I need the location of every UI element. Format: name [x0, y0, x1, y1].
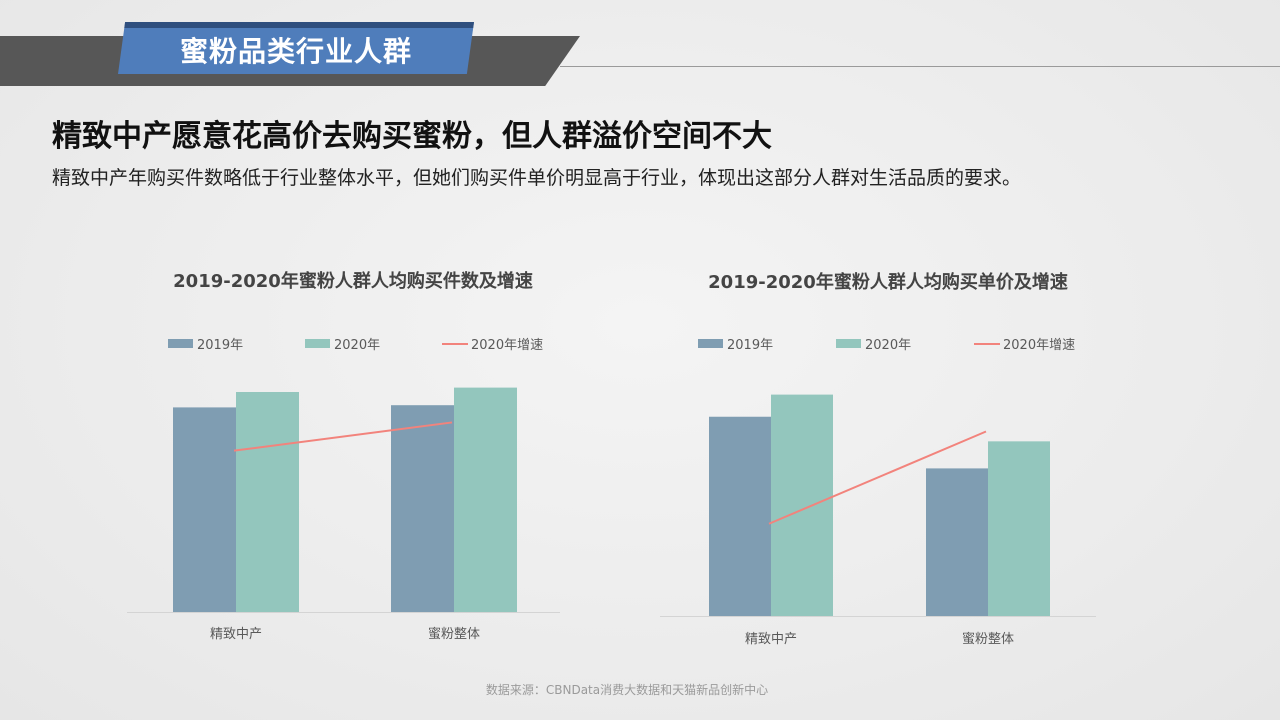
legend-swatch-2020 [836, 339, 861, 348]
legend-label: 2019年 [197, 338, 243, 353]
category-label: 精致中产 [210, 627, 262, 642]
source-note: 数据来源：CBNData消费大数据和天猫新品创新中心 [485, 683, 769, 697]
bar-2019-mifen-zhengti [391, 405, 454, 612]
chart-1-title: 2019-2020年蜜粉人群人均购买件数及增速 [173, 270, 533, 292]
header-rule [560, 66, 1280, 67]
chart-2-title: 2019-2020年蜜粉人群人均购买单价及增速 [708, 271, 1068, 293]
bar-2020-mifen-zhengti [454, 387, 517, 612]
category-label: 蜜粉整体 [428, 627, 480, 642]
legend-label: 2020年 [334, 338, 380, 353]
bar-2020-jingzhi-zhongchan [236, 392, 299, 612]
category-label: 精致中产 [745, 632, 797, 647]
legend-swatch-2020 [305, 339, 330, 348]
legend-swatch-2019 [698, 339, 723, 348]
legend-swatch-2019 [168, 339, 193, 348]
bar-2020-mifen-zhengti [988, 441, 1050, 616]
legend-label: 2019年 [727, 338, 773, 353]
bar-2019-mifen-zhengti [926, 468, 988, 616]
growth-line [768, 430, 987, 525]
headline: 精致中产愿意花高价去购买蜜粉，但人群溢价空间不大 [52, 119, 772, 154]
subline: 精致中产年购买件数略低于行业整体水平，但她们购买件单价明显高于行业，体现出这部分… [52, 167, 1022, 189]
legend-label: 2020年增速 [1003, 338, 1075, 353]
category-label: 蜜粉整体 [962, 632, 1014, 647]
bar-2019-jingzhi-zhongchan [173, 407, 236, 612]
legend-label: 2020年 [865, 338, 911, 353]
bar-2020-jingzhi-zhongchan [771, 394, 833, 616]
legend-label: 2020年增速 [471, 338, 543, 353]
section-title-box: 蜜粉品类行业人群 [118, 22, 474, 74]
growth-line [233, 421, 453, 452]
bar-2019-jingzhi-zhongchan [709, 416, 771, 616]
section-title: 蜜粉品类行业人群 [179, 35, 412, 68]
